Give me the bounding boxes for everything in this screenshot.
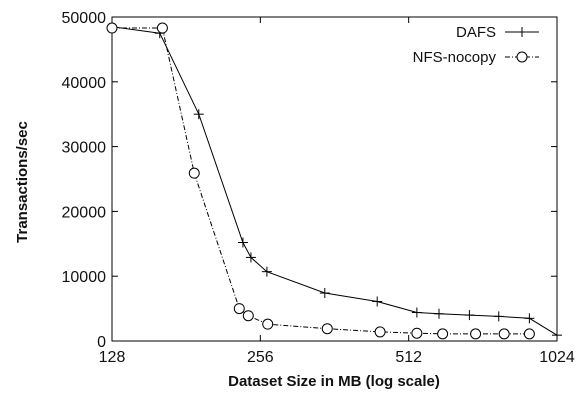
x-axis-title: Dataset Size in MB (log scale) [228, 373, 440, 390]
nfs-nocopy-point [242, 310, 254, 322]
nfs-nocopy-series [106, 22, 535, 340]
nfs-nocopy-point [411, 327, 423, 339]
dafs-point [434, 308, 445, 319]
legend-item-nfs-nocopy: NFS-nocopy [413, 49, 539, 66]
dafs-point [319, 288, 330, 299]
y-tick-label: 0 [97, 334, 106, 351]
y-tick-label: 50000 [62, 10, 107, 27]
legend-marker [517, 27, 527, 37]
nfs-nocopy-point [523, 328, 535, 340]
dafs-point [372, 296, 383, 307]
x-tick-label: 128 [99, 349, 126, 366]
y-axis-title: Transactions/sec [14, 121, 31, 243]
dafs-point [261, 266, 272, 277]
y-tick-label: 40000 [62, 75, 107, 92]
nfs-nocopy-point [321, 323, 333, 335]
nfs-nocopy-point [437, 328, 449, 340]
dafs-point [245, 252, 256, 263]
dafs-point [493, 311, 504, 322]
nfs-nocopy-point [233, 303, 245, 315]
nfs-nocopy-point [188, 167, 200, 179]
legend-marker [516, 51, 528, 63]
dafs-point [237, 237, 248, 248]
nfs-nocopy-line [112, 27, 530, 335]
nfs-nocopy-point [106, 22, 118, 34]
legend-label: NFS-nocopy [413, 49, 497, 66]
x-tick-label: 512 [395, 349, 422, 366]
dafs-point [552, 330, 562, 341]
x-tick-label: 256 [247, 349, 274, 366]
tick-labels: 0 10000 20000 30000 40000 50000 128 256 512 1024 [62, 10, 575, 366]
nfs-nocopy-point [374, 326, 386, 338]
dafs-point [411, 307, 422, 318]
legend-item-dafs: DAFS [456, 24, 539, 41]
legend: DAFS NFS-nocopy [413, 24, 539, 66]
nfs-nocopy-point [156, 22, 168, 34]
dafs-point [524, 313, 535, 324]
axis-ticks [111, 16, 558, 342]
y-tick-label: 10000 [62, 269, 107, 286]
nfs-nocopy-point [262, 318, 274, 330]
plot-frame [111, 16, 558, 342]
dafs-series [107, 21, 562, 341]
dafs-line [111, 26, 558, 336]
nfs-nocopy-point [470, 328, 482, 340]
nfs-nocopy-point [498, 328, 510, 340]
dafs-point [193, 109, 204, 120]
dafs-point [464, 310, 475, 321]
legend-label: DAFS [456, 24, 496, 41]
y-tick-label: 20000 [62, 204, 107, 221]
y-tick-label: 30000 [62, 140, 107, 157]
x-tick-label: 1024 [539, 349, 575, 366]
series-layer [106, 21, 562, 341]
